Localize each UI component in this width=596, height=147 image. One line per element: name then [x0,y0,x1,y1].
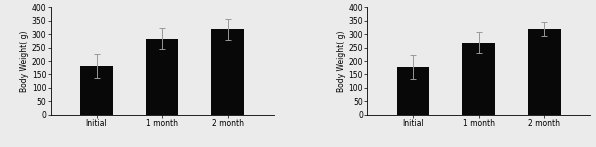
Bar [397,67,430,115]
Y-axis label: Body Weight( g): Body Weight( g) [20,30,29,92]
Y-axis label: Body Weight( g): Body Weight( g) [337,30,346,92]
Bar [462,43,495,115]
Bar [211,29,244,115]
Bar [528,29,561,115]
Bar [80,66,113,115]
Bar [145,39,178,115]
